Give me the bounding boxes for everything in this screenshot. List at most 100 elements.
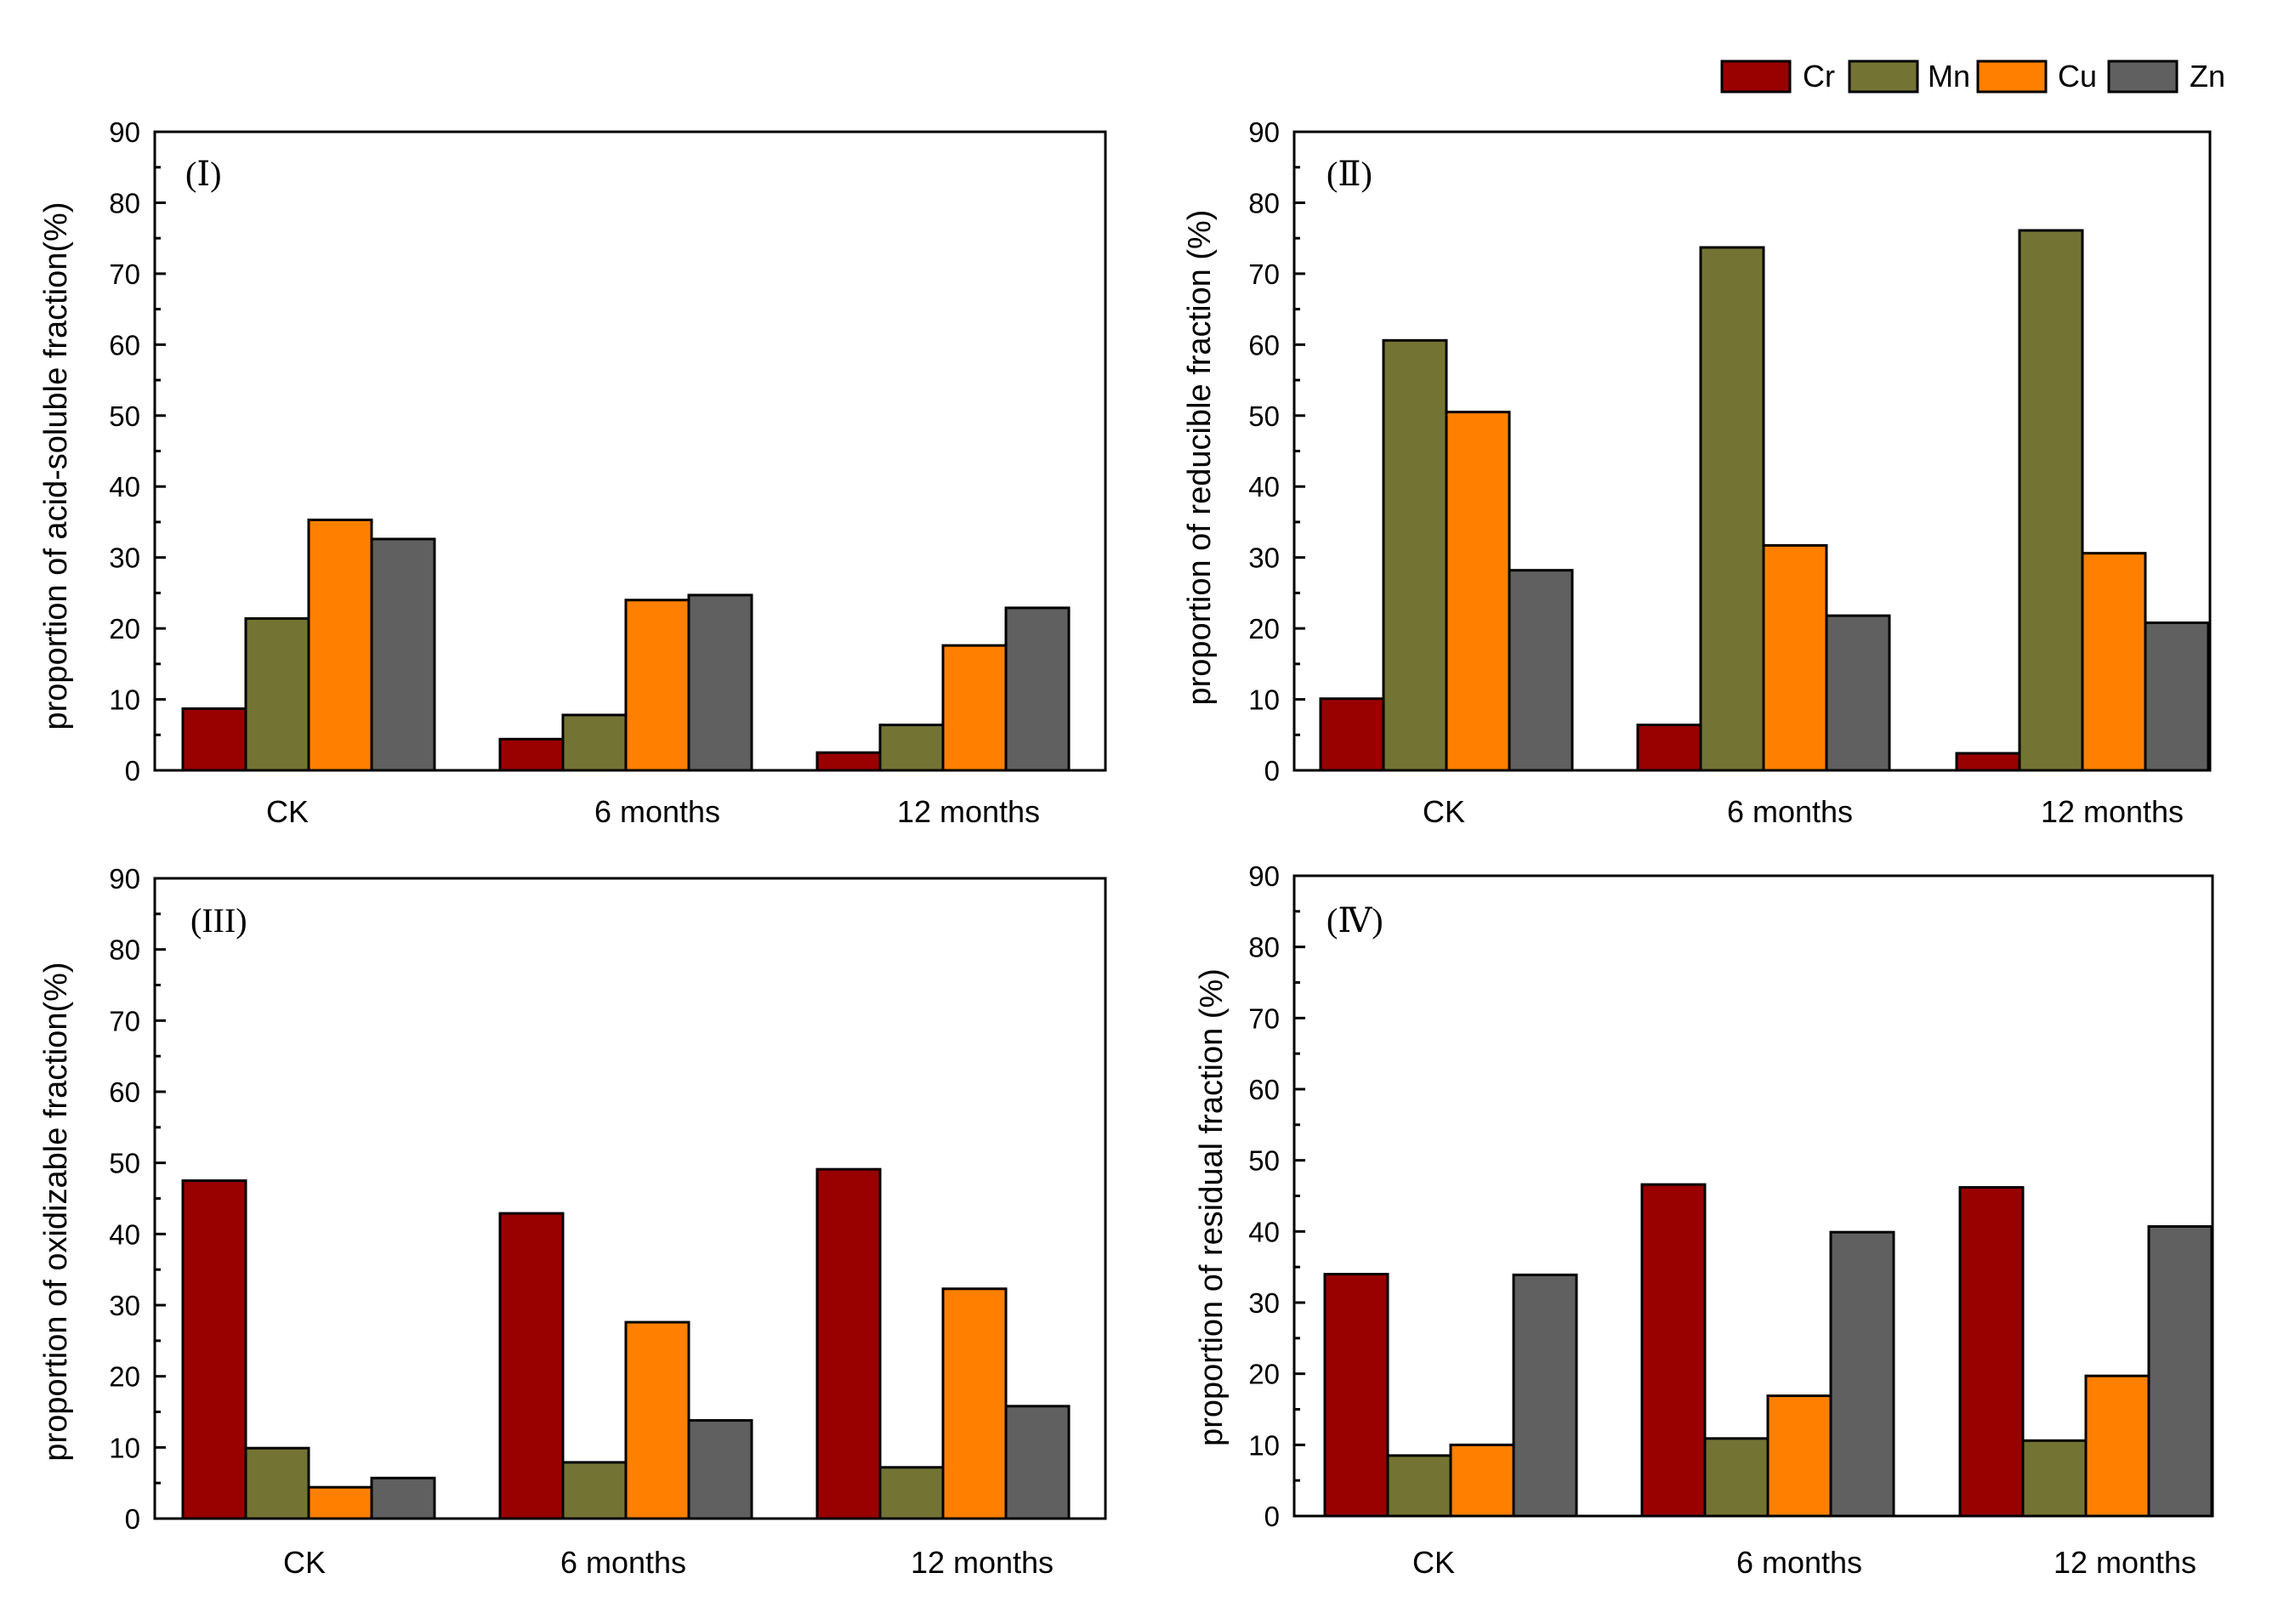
x-category-label: 6 months <box>1727 794 1853 829</box>
bar-cr-2 <box>498 737 565 772</box>
bar-mn-1 <box>244 616 310 772</box>
x-category-label: 12 months <box>911 1545 1054 1580</box>
y-tick-label: 0 <box>1264 1501 1280 1532</box>
x-category-label: CK <box>266 794 309 829</box>
y-tick-label: 90 <box>109 863 140 894</box>
y-tick-label: 80 <box>1248 932 1280 963</box>
x-category-label: 12 months <box>2054 1545 2196 1580</box>
y-axis: 0 10 20 30 40 50 60 70 80 90 <box>1248 860 1305 1532</box>
panel-label: (Ⅱ) <box>1326 155 1372 193</box>
bar-mn-2 <box>561 1461 628 1520</box>
y-tick-label: 60 <box>1248 329 1280 361</box>
plot-frame <box>1292 874 2214 1518</box>
bar-zn-2 <box>1829 1230 1895 1518</box>
bar-cr-2 <box>1636 724 1702 772</box>
y-tick-label: 10 <box>1248 684 1280 716</box>
bar-zn-1 <box>370 1476 436 1520</box>
bar-cr-1 <box>181 707 247 772</box>
y-tick-label: 90 <box>1248 116 1280 148</box>
bar-mn-2 <box>561 713 628 772</box>
y-tick-label: 30 <box>109 1290 140 1321</box>
y-axis-title: proportion of reducible fraction (%) <box>1182 210 1218 706</box>
legend-item-cu: Cu <box>1976 59 2097 94</box>
chart-panel-2: 0 10 20 30 40 50 60 70 80 90 CK 6 months 12 months pr… <box>1182 116 2212 829</box>
bar-zn-2 <box>687 1419 753 1520</box>
y-tick-label: 50 <box>109 1148 140 1179</box>
x-category-label: 6 months <box>560 1545 686 1580</box>
x-category-label: 12 months <box>2041 794 2184 829</box>
bar-zn-2 <box>687 593 753 772</box>
legend: Cr Mn Cu Zn <box>1720 59 2225 94</box>
legend-label: Zn <box>2190 59 2225 94</box>
legend-label: Cr <box>1803 59 1835 94</box>
y-tick-label: 40 <box>1248 471 1280 503</box>
x-category-label: 6 months <box>1736 1545 1862 1580</box>
legend-swatch <box>1720 60 1792 94</box>
y-tick-label: 90 <box>109 116 140 148</box>
bar-cu-2 <box>1762 543 1828 772</box>
bar-cr-3 <box>815 1167 882 1520</box>
y-tick-label: 20 <box>109 1361 140 1393</box>
legend-label: Mn <box>1928 59 1970 94</box>
legend-item-zn: Zn <box>2107 59 2225 94</box>
bar-mn-3 <box>2021 1439 2088 1518</box>
legend-item-cr: Cr <box>1720 59 1835 94</box>
bar-cu-1 <box>1449 1443 1515 1518</box>
bar-cu-2 <box>624 599 690 772</box>
bar-cu-1 <box>1445 411 1511 772</box>
y-tick-label: 10 <box>109 1432 140 1463</box>
y-tick-label: 10 <box>1248 1429 1280 1461</box>
bars <box>181 518 1071 772</box>
legend-swatch <box>1848 60 1919 94</box>
bar-cr-2 <box>1640 1183 1707 1518</box>
y-tick-label: 60 <box>1248 1074 1280 1105</box>
x-category-label: CK <box>1412 1545 1455 1580</box>
y-tick-label: 40 <box>109 1218 140 1250</box>
x-category-label: 6 months <box>594 794 720 829</box>
bar-cu-3 <box>2084 1374 2150 1518</box>
bar-cu-3 <box>941 1287 1008 1520</box>
bar-cu-3 <box>941 644 1008 772</box>
bar-cr-1 <box>1323 1273 1389 1518</box>
y-tick-label: 30 <box>1248 1287 1280 1319</box>
bar-cu-2 <box>624 1320 690 1520</box>
y-tick-label: 10 <box>109 684 140 716</box>
bar-mn-2 <box>1703 1437 1770 1518</box>
legend-item-mn: Mn <box>1848 59 1970 94</box>
bar-mn-2 <box>1699 246 1765 772</box>
y-tick-label: 40 <box>109 471 140 503</box>
y-tick-label: 50 <box>109 400 140 432</box>
bar-cu-1 <box>307 518 373 772</box>
bar-zn-3 <box>2147 1224 2213 1518</box>
y-tick-label: 20 <box>1248 613 1280 644</box>
panel-label: (III) <box>190 901 247 940</box>
chart-panel-3: 0 10 20 30 40 50 60 70 80 90 CK 6 months 12 months pr… <box>38 863 1107 1580</box>
y-tick-label: 60 <box>109 1076 140 1108</box>
y-tick-label: 30 <box>109 542 140 574</box>
bar-cr-2 <box>498 1212 565 1520</box>
y-axis: 0 10 20 30 40 50 60 70 80 90 <box>109 116 166 786</box>
bar-zn-3 <box>1004 606 1071 772</box>
bar-cr-1 <box>181 1179 247 1520</box>
panel-label: (Ⅳ) <box>1326 901 1383 940</box>
bar-cr-3 <box>1958 1185 2025 1518</box>
bar-zn-2 <box>1825 614 1891 772</box>
bar-mn-3 <box>878 724 945 772</box>
legend-swatch <box>2107 60 2179 94</box>
bar-cr-1 <box>1319 697 1385 772</box>
y-axis-title: proportion of residual fraction (%) <box>1194 968 1230 1446</box>
y-tick-label: 0 <box>1264 755 1280 786</box>
bars <box>1319 229 2210 772</box>
bar-zn-1 <box>370 537 436 772</box>
bar-mn-1 <box>1382 338 1448 772</box>
chart-panels: 0 10 20 30 40 50 60 70 80 90 CK 6 months 12 months pr… <box>38 116 2214 1580</box>
y-tick-label: 40 <box>1248 1216 1280 1247</box>
y-axis-title: proportion of oxidizable fraction(%) <box>38 962 74 1461</box>
y-axis: 0 10 20 30 40 50 60 70 80 90 <box>1248 116 1305 786</box>
bar-cu-2 <box>1766 1394 1832 1518</box>
y-tick-label: 50 <box>1248 400 1280 432</box>
y-tick-label: 30 <box>1248 542 1280 574</box>
y-tick-label: 0 <box>125 755 140 786</box>
y-tick-label: 70 <box>1248 1002 1280 1034</box>
y-axis: 0 10 20 30 40 50 60 70 80 90 <box>109 863 166 1535</box>
